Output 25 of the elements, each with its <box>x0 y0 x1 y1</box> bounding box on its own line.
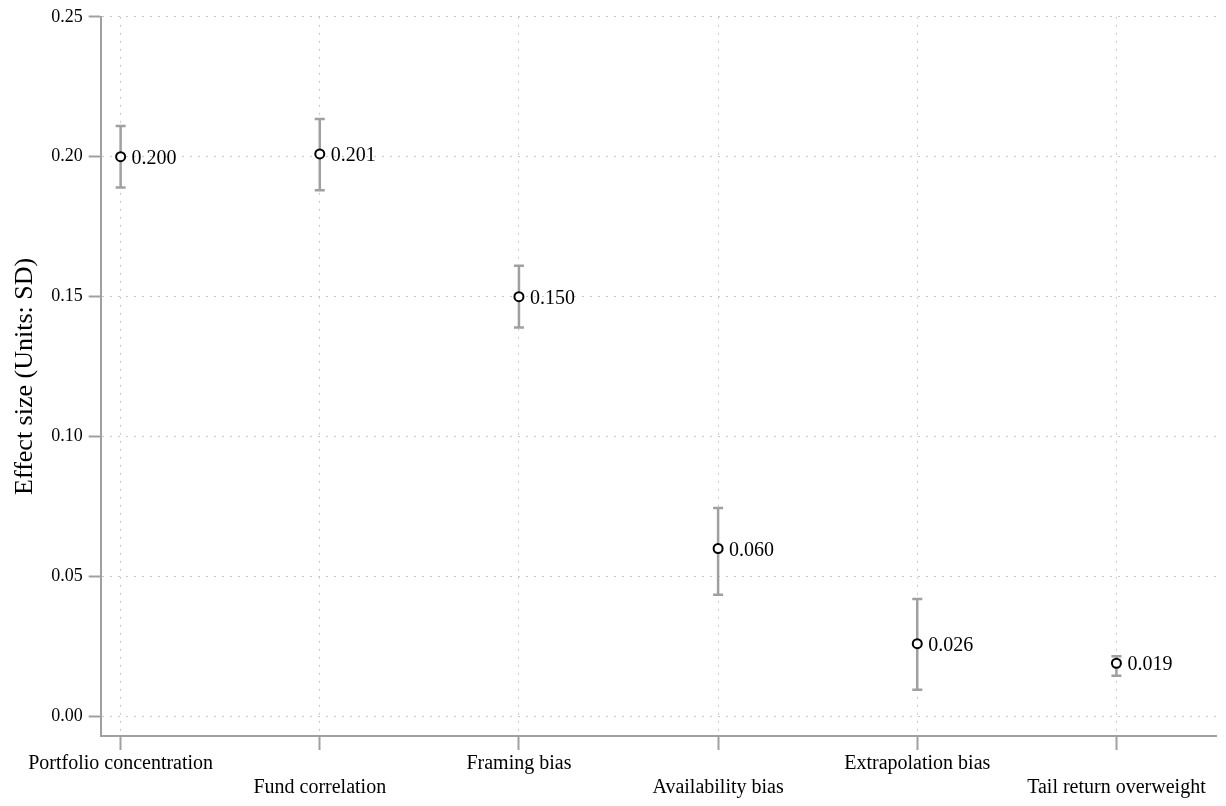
y-tick-label: 0.20 <box>51 145 83 166</box>
y-tick-label: 0.00 <box>51 705 83 726</box>
point <box>911 638 923 650</box>
y-tick-label: 0.10 <box>51 425 83 446</box>
data-label: 0.026 <box>928 632 974 655</box>
data-label: 0.060 <box>729 537 775 560</box>
x-tick-label: Availability bias <box>652 775 784 799</box>
data-label: 0.200 <box>131 145 177 168</box>
point <box>712 543 724 554</box>
data-label: 0.201 <box>330 143 376 166</box>
x-tick-label: Framing bias <box>466 751 572 775</box>
data-label: 0.150 <box>529 285 575 308</box>
point <box>115 151 127 163</box>
x-tick-label: Portfolio concentration <box>28 751 214 774</box>
point <box>513 291 525 303</box>
data-label: 0.019 <box>1127 652 1173 675</box>
y-tick-label: 0.15 <box>51 285 83 306</box>
y-axis-title: Effect size (Units: SD) <box>9 257 39 495</box>
x-tick-label: Tail return overweight <box>1027 775 1207 799</box>
y-tick-label: 0.05 <box>51 565 83 586</box>
point <box>314 148 326 160</box>
y-tick-label: 0.25 <box>51 5 83 26</box>
x-tick-label: Extrapolation bias <box>844 751 991 775</box>
point <box>1110 657 1122 669</box>
x-tick-label: Fund correlation <box>253 775 387 798</box>
